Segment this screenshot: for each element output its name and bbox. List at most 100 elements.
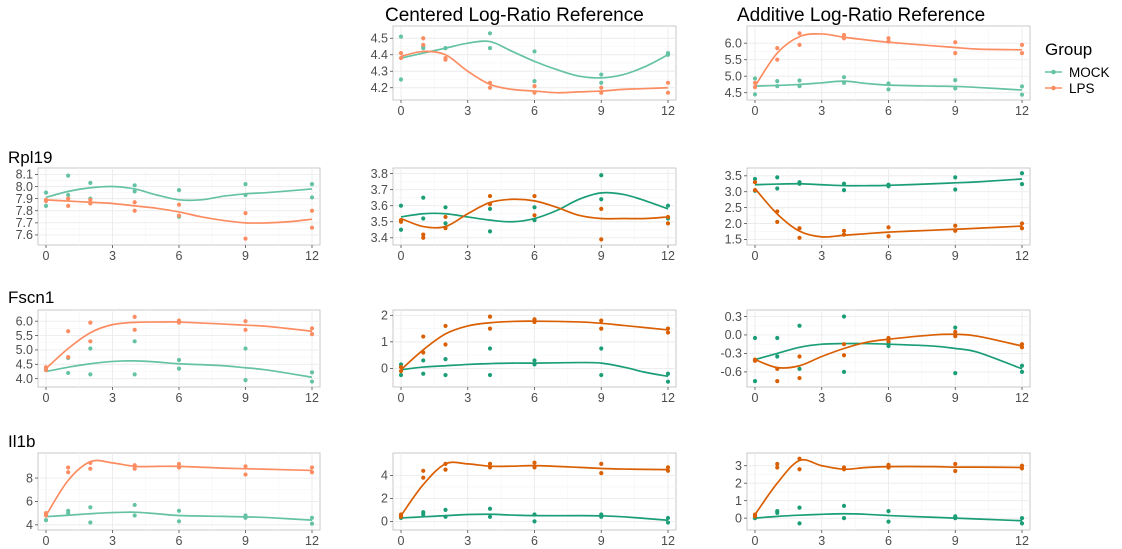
data-point-lps bbox=[532, 90, 537, 95]
y-tick-label: 4.5 bbox=[371, 32, 388, 46]
data-point-mock bbox=[752, 176, 758, 182]
data-point-lps bbox=[953, 329, 958, 334]
y-tick-label: 3.5 bbox=[725, 169, 742, 183]
data-point-lps bbox=[665, 465, 671, 470]
panels-layer: 0 3 6 9 124.24.34.44.50 3 6 9 124.55.05.56.00 3 6 9… bbox=[16, 25, 1031, 548]
y-tick-label: 7.6 bbox=[16, 228, 33, 242]
data-point-mock bbox=[953, 325, 958, 330]
data-point-lps bbox=[841, 228, 847, 233]
data-point-lps bbox=[841, 467, 847, 472]
data-point-mock bbox=[243, 192, 248, 198]
y-tick-label: 4 bbox=[26, 518, 33, 532]
data-point-lps bbox=[797, 456, 802, 461]
series-line-mock bbox=[400, 361, 669, 378]
data-point-mock bbox=[797, 84, 802, 89]
data-point-mock bbox=[797, 78, 802, 83]
y-tick-label: 3.6 bbox=[371, 199, 388, 213]
data-point-mock bbox=[665, 379, 671, 384]
y-tick-label: 3.4 bbox=[371, 231, 388, 245]
data-point-mock bbox=[886, 184, 891, 189]
data-point-lps bbox=[886, 339, 891, 344]
legend-title: Group bbox=[1045, 40, 1092, 59]
data-point-lps bbox=[88, 197, 93, 202]
x-tick-label: 9 bbox=[952, 104, 959, 118]
x-tick-label: 12 bbox=[305, 249, 319, 263]
data-point-lps bbox=[421, 334, 426, 339]
data-point-mock bbox=[953, 78, 958, 83]
data-point-lps bbox=[88, 339, 93, 344]
data-point-lps bbox=[886, 234, 891, 239]
data-point-lps bbox=[599, 318, 604, 323]
data-point-lps bbox=[665, 326, 671, 331]
data-point-mock bbox=[532, 218, 537, 223]
data-point-lps bbox=[487, 326, 493, 331]
row-label-fscn1: Fscn1 bbox=[8, 288, 54, 307]
data-point-lps bbox=[797, 235, 802, 240]
data-point-mock bbox=[243, 515, 248, 520]
data-point-mock bbox=[309, 182, 315, 187]
y-tick-label: 7.8 bbox=[16, 204, 33, 218]
data-point-lps bbox=[398, 368, 404, 374]
data-point-lps bbox=[487, 80, 493, 85]
x-tick-label: 0 bbox=[398, 249, 405, 263]
y-tick-label: 5.0 bbox=[725, 70, 742, 84]
data-point-lps bbox=[797, 31, 802, 36]
data-point-lps bbox=[1019, 345, 1025, 350]
data-point-mock bbox=[841, 188, 847, 193]
data-point-mock bbox=[1019, 171, 1025, 176]
data-point-mock bbox=[309, 521, 315, 526]
data-point-mock bbox=[443, 507, 448, 512]
y-tick-label: 0.3 bbox=[725, 310, 742, 324]
x-tick-label: 6 bbox=[531, 391, 538, 405]
data-point-lps bbox=[243, 319, 248, 324]
data-point-lps bbox=[176, 465, 182, 470]
data-point-mock bbox=[88, 520, 93, 525]
data-point-mock bbox=[88, 346, 93, 351]
data-point-lps bbox=[886, 39, 891, 44]
data-point-lps bbox=[953, 334, 958, 339]
data-point-lps bbox=[841, 232, 847, 237]
data-point-lps bbox=[309, 465, 315, 470]
y-tick-label: 4.5 bbox=[16, 358, 33, 372]
column-title-clr: Centered Log-Ratio Reference bbox=[385, 5, 644, 26]
data-point-mock bbox=[532, 79, 537, 84]
series-line-mock bbox=[400, 513, 669, 522]
data-point-lps bbox=[532, 465, 537, 470]
data-point-mock bbox=[132, 513, 137, 518]
data-point-lps bbox=[599, 326, 604, 331]
x-tick-label: 9 bbox=[242, 534, 249, 548]
data-point-mock bbox=[1019, 181, 1025, 187]
y-tick-label: 4.0 bbox=[16, 372, 33, 386]
legend-key-point bbox=[1051, 85, 1056, 91]
legend-key-point bbox=[1051, 69, 1056, 75]
x-tick-label: 12 bbox=[661, 104, 675, 118]
data-point-mock bbox=[886, 509, 891, 514]
series-line-lps bbox=[400, 320, 669, 371]
x-tick-label: 6 bbox=[885, 534, 892, 548]
column-title-alr: Additive Log-Ratio Reference bbox=[737, 5, 985, 26]
panel-r0-c1: 0 3 6 9 12 4.2 4.3 4.4 4.5 bbox=[371, 25, 677, 118]
x-tick-label: 3 bbox=[818, 391, 825, 405]
data-point-mock bbox=[599, 514, 604, 519]
y-tick-label: 3.8 bbox=[371, 167, 388, 181]
data-point-lps bbox=[532, 460, 537, 465]
data-point-lps bbox=[532, 213, 537, 218]
data-point-lps bbox=[421, 475, 426, 480]
x-tick-label: 9 bbox=[242, 249, 249, 263]
data-point-mock bbox=[953, 516, 958, 521]
data-point-lps bbox=[66, 465, 71, 470]
x-tick-label: 0 bbox=[752, 249, 759, 263]
data-point-lps bbox=[953, 51, 958, 56]
y-tick-label: 6 bbox=[26, 495, 33, 509]
x-tick-label: 12 bbox=[1015, 534, 1029, 548]
data-point-mock bbox=[398, 372, 404, 378]
data-point-mock bbox=[487, 346, 493, 351]
data-point-mock bbox=[841, 369, 847, 375]
data-point-mock bbox=[443, 46, 448, 51]
x-tick-label: 9 bbox=[598, 249, 605, 263]
data-point-mock bbox=[243, 346, 248, 351]
y-tick-label: 4.3 bbox=[371, 65, 388, 79]
